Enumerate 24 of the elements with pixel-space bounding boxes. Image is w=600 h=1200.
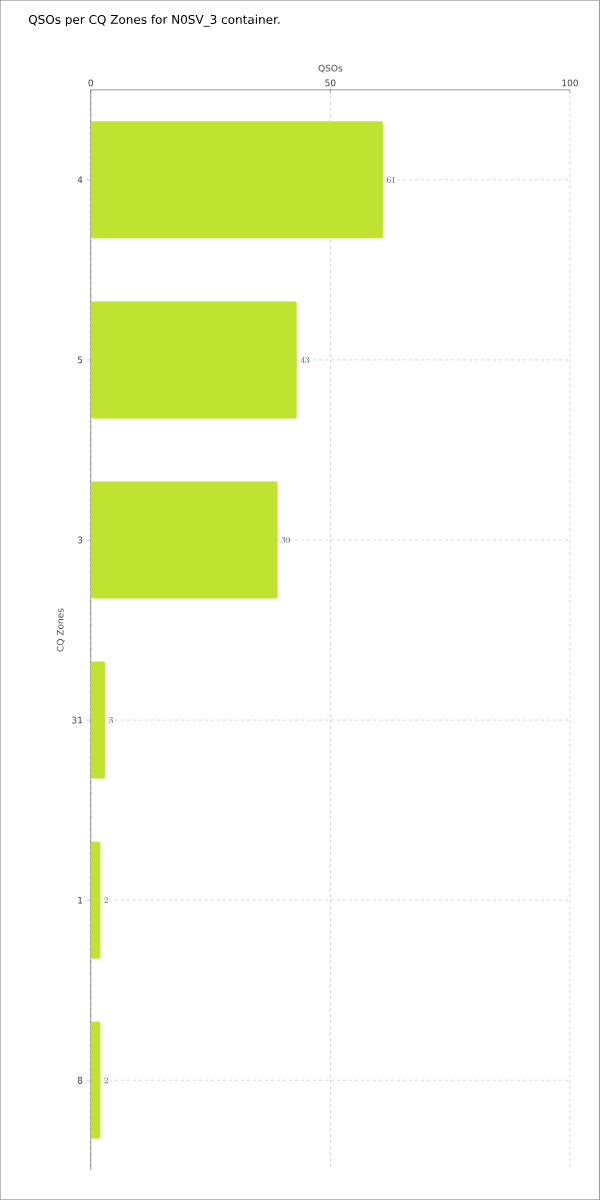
x-axis-title: QSOs bbox=[318, 64, 343, 73]
x-tick-label: 100 bbox=[562, 79, 579, 87]
bar bbox=[90, 841, 101, 959]
bar bbox=[90, 481, 278, 599]
bar bbox=[90, 301, 298, 419]
bar bbox=[90, 1021, 101, 1139]
y-tick-label: 5 bbox=[78, 356, 83, 364]
y-tick-label: 1 bbox=[78, 896, 83, 904]
y-tick-label: 8 bbox=[77, 1076, 83, 1084]
y-tick-label: 31 bbox=[72, 716, 83, 724]
data-label: 39 bbox=[281, 536, 291, 544]
x-tick-label: 50 bbox=[325, 79, 336, 87]
chart-title: QSOs per CQ Zones for N0SV_3 container. bbox=[29, 14, 280, 27]
bar bbox=[90, 661, 106, 779]
y-axis-title: CQ Zones bbox=[56, 608, 65, 652]
data-label: 43 bbox=[300, 356, 310, 364]
data-label: 2 bbox=[104, 897, 109, 904]
x-tick-label: 0 bbox=[88, 79, 94, 87]
bar bbox=[90, 121, 384, 239]
y-tick-label: 3 bbox=[78, 536, 83, 544]
data-label: 61 bbox=[387, 176, 396, 183]
data-label: 2 bbox=[104, 1077, 109, 1084]
y-tick-label: 4 bbox=[77, 176, 83, 184]
data-label: 3 bbox=[109, 716, 114, 724]
